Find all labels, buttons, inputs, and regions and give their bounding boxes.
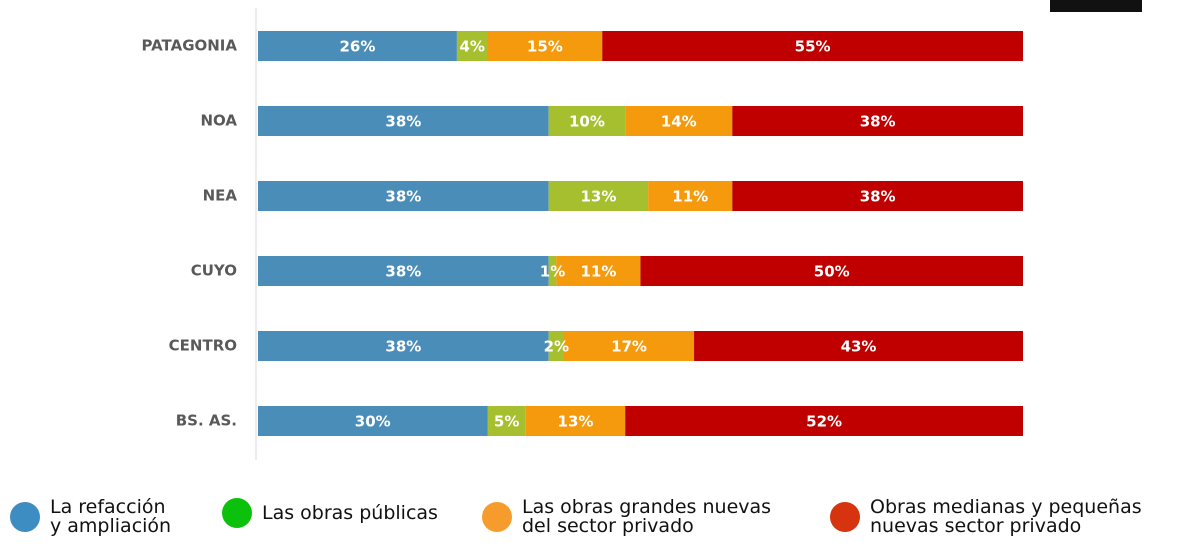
bar-segment [625,406,1023,436]
y-tick-label: CENTRO [169,337,237,355]
bar-segment [258,106,549,136]
legend-label: Las obras públicas [262,501,438,524]
bar-segment [525,406,626,436]
data-label: 5% [494,413,519,431]
data-label: 4% [459,38,484,56]
legend-item: Las obras grandes nuevas del sector priv… [482,498,771,536]
legend-label: Obras medianas y pequeñas nuevas sector … [870,496,1142,537]
bar-segment [694,331,1023,361]
data-label: 11% [672,188,708,206]
data-label: 38% [385,113,421,131]
y-tick-label: BS. AS. [176,412,237,430]
legend-item: Las obras públicas [222,498,438,528]
bar-segment [556,256,641,286]
chart: PATAGONIA 26% 4% 15% 55% NOA 38% 10% 14% 38% NEA 38… [141,0,1142,460]
y-tick-label: CUYO [191,262,237,280]
legend-marker [10,502,40,532]
bar-segment [548,256,557,286]
bar-segment [625,106,733,136]
y-tick-label: PATAGONIA [141,37,237,55]
data-label: 17% [611,338,647,356]
logo [1050,0,1142,12]
bar-segment [487,31,603,61]
data-label: 38% [860,113,896,131]
data-label: 38% [385,338,421,356]
data-label: 38% [860,188,896,206]
bar-segment [258,331,549,361]
data-label: 13% [558,413,594,431]
data-label: 52% [806,413,842,431]
data-label: 30% [355,413,391,431]
bar-segment [548,106,626,136]
legend-label: La refacción y ampliación [50,496,172,537]
bar-segment [456,31,488,61]
legend-marker [222,498,252,528]
data-label: 11% [580,263,616,281]
data-label: 1% [540,263,565,281]
bar-segment [548,181,649,211]
data-label: 38% [385,188,421,206]
bar-segment [648,181,733,211]
y-tick-label: NOA [200,112,237,130]
bar-segment [258,31,457,61]
bar-segment [548,331,564,361]
bar-segment [732,106,1023,136]
data-label: 10% [569,113,605,131]
legend-label: Las obras grandes nuevas del sector priv… [522,496,772,537]
bar-segment [564,331,695,361]
legend-marker [830,502,860,532]
legend-marker [482,502,512,532]
legend-item: Obras medianas y pequeñas nuevas sector … [830,498,1142,536]
data-label: 14% [661,113,697,131]
data-label: 2% [544,338,569,356]
data-label: 26% [339,38,375,56]
data-label: 13% [580,188,616,206]
legend-item: La refacción y ampliación [10,498,171,536]
bar-segment [258,406,488,436]
y-tick-label: NEA [203,187,238,205]
data-label: 50% [814,263,850,281]
bar-segment [258,181,549,211]
bar-segment [640,256,1023,286]
bar-segment [258,256,549,286]
data-label: 55% [795,38,831,56]
bar-segment [602,31,1023,61]
data-label: 15% [527,38,563,56]
data-label: 43% [841,338,877,356]
data-label: 38% [385,263,421,281]
bar-segment [732,181,1023,211]
bar-segment [487,406,526,436]
